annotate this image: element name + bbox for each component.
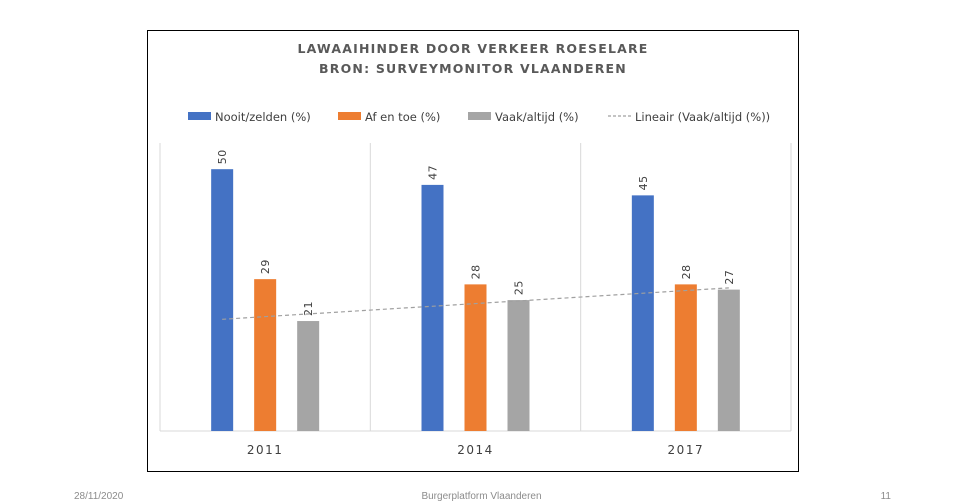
bar-vaak-altijd-2017: [717, 289, 740, 431]
bar-vaak-altijd-2011: [297, 321, 320, 431]
legend-swatch-vaak-altijd: [468, 112, 491, 120]
bar-af-en-toe-2017: [674, 284, 697, 431]
bar-nooit-zelden-2011: [211, 169, 234, 431]
footer-date: 28/11/2020: [74, 491, 124, 502]
data-label-vaak-altijd-2017: 27: [723, 270, 736, 285]
legend-swatch-af-en-toe: [338, 112, 361, 120]
chart-frame: LAWAAIHINDER DOOR VERKEER ROESELARE BRON…: [147, 30, 799, 472]
bar-af-en-toe-2014: [464, 284, 487, 431]
x-tick-label-2017: 2017: [668, 443, 705, 457]
data-label-nooit-zelden-2014: 47: [427, 165, 440, 180]
x-tick-label-2011: 2011: [247, 443, 284, 457]
data-label-vaak-altijd-2014: 25: [513, 280, 526, 295]
legend: Nooit/zelden (%) Af en toe (%) Vaak/altijd…: [188, 110, 770, 124]
legend-label-lineair-vaak-altijd: Lineair (Vaak/altijd (%)): [635, 110, 770, 124]
data-label-nooit-zelden-2011: 50: [216, 149, 229, 164]
bar-chart: LAWAAIHINDER DOOR VERKEER ROESELARE BRON…: [159, 41, 792, 457]
bar-nooit-zelden-2014: [421, 184, 444, 431]
bar-nooit-zelden-2017: [631, 195, 654, 431]
chart-title: LAWAAIHINDER DOOR VERKEER ROESELARE: [297, 41, 648, 56]
legend-label-vaak-altijd: Vaak/altijd (%): [495, 110, 579, 124]
data-label-nooit-zelden-2017: 45: [637, 175, 650, 190]
bar-vaak-altijd-2014: [507, 300, 530, 431]
footer-title: Burgerplatform Vlaanderen: [421, 491, 542, 502]
data-label-vaak-altijd-2011: 21: [302, 301, 315, 316]
page-number: 11: [880, 491, 891, 502]
legend-label-af-en-toe: Af en toe (%): [365, 110, 440, 124]
plot-area: 50 29 21 2011 47 28 25 2014 45 28 27 2017: [159, 143, 792, 457]
data-label-af-en-toe-2017: 28: [680, 264, 693, 279]
legend-label-nooit-zelden: Nooit/zelden (%): [215, 110, 311, 124]
data-label-af-en-toe-2014: 28: [470, 264, 483, 279]
x-tick-label-2014: 2014: [457, 443, 494, 457]
chart-subtitle: BRON: SURVEYMONITOR VLAANDEREN: [319, 61, 627, 76]
legend-swatch-nooit-zelden: [188, 112, 211, 120]
bar-af-en-toe-2011: [254, 279, 277, 431]
trendline-lineair-vaak-altijd: [222, 287, 729, 320]
data-label-af-en-toe-2011: 29: [259, 259, 272, 274]
